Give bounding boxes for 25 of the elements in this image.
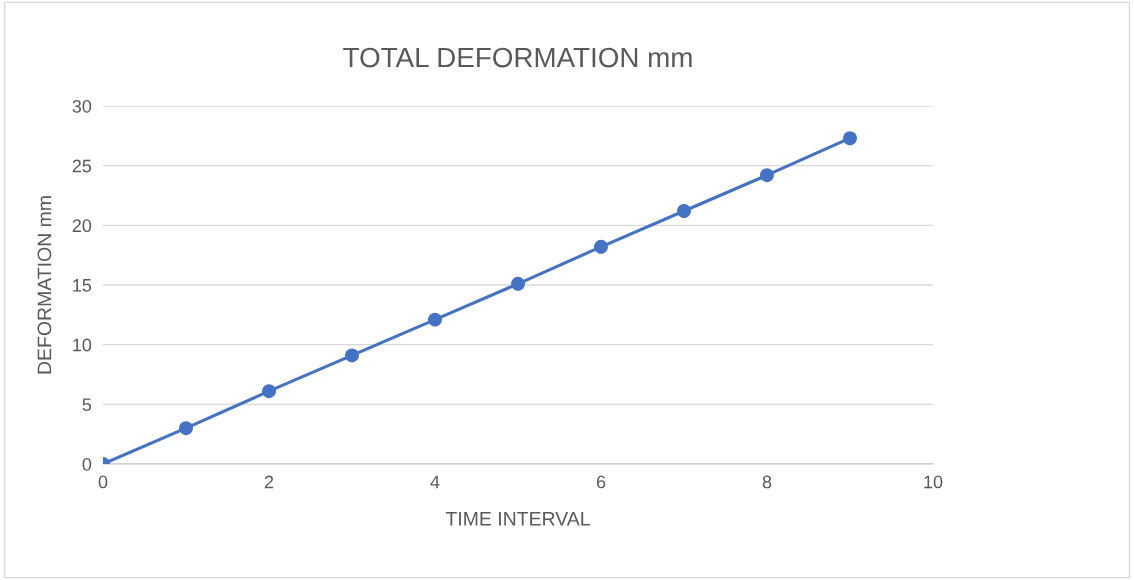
- x-tick-label: 10: [924, 475, 943, 489]
- x-tick-label: 0: [98, 475, 108, 489]
- x-tick-label: 2: [264, 475, 274, 489]
- y-tick-label: 30: [72, 99, 92, 113]
- point: [345, 348, 359, 363]
- point: [511, 276, 525, 291]
- chart-title: TOTAL DEFORMATION mm: [343, 47, 692, 68]
- point: [179, 421, 193, 436]
- point: [594, 239, 608, 254]
- y-tick-label: 15: [73, 279, 92, 292]
- x-axis-title: TIME INTERVAL: [445, 512, 590, 526]
- y-tick-label: 20: [72, 219, 92, 233]
- point: [760, 168, 774, 183]
- y-tick-label: 0: [82, 457, 92, 471]
- point: [677, 204, 691, 218]
- y-tick-label: 5: [82, 398, 92, 412]
- point: [428, 312, 442, 327]
- y-axis-title: DEFORMATION mm: [37, 196, 52, 374]
- x-tick-label: 8: [762, 475, 772, 489]
- y-tick-label: 25: [72, 159, 92, 173]
- point: [262, 384, 276, 399]
- x-tick-label: 4: [430, 475, 440, 489]
- point: [843, 131, 857, 146]
- y-tick-label: 10: [73, 338, 92, 352]
- x-tick-label: 6: [596, 475, 606, 489]
